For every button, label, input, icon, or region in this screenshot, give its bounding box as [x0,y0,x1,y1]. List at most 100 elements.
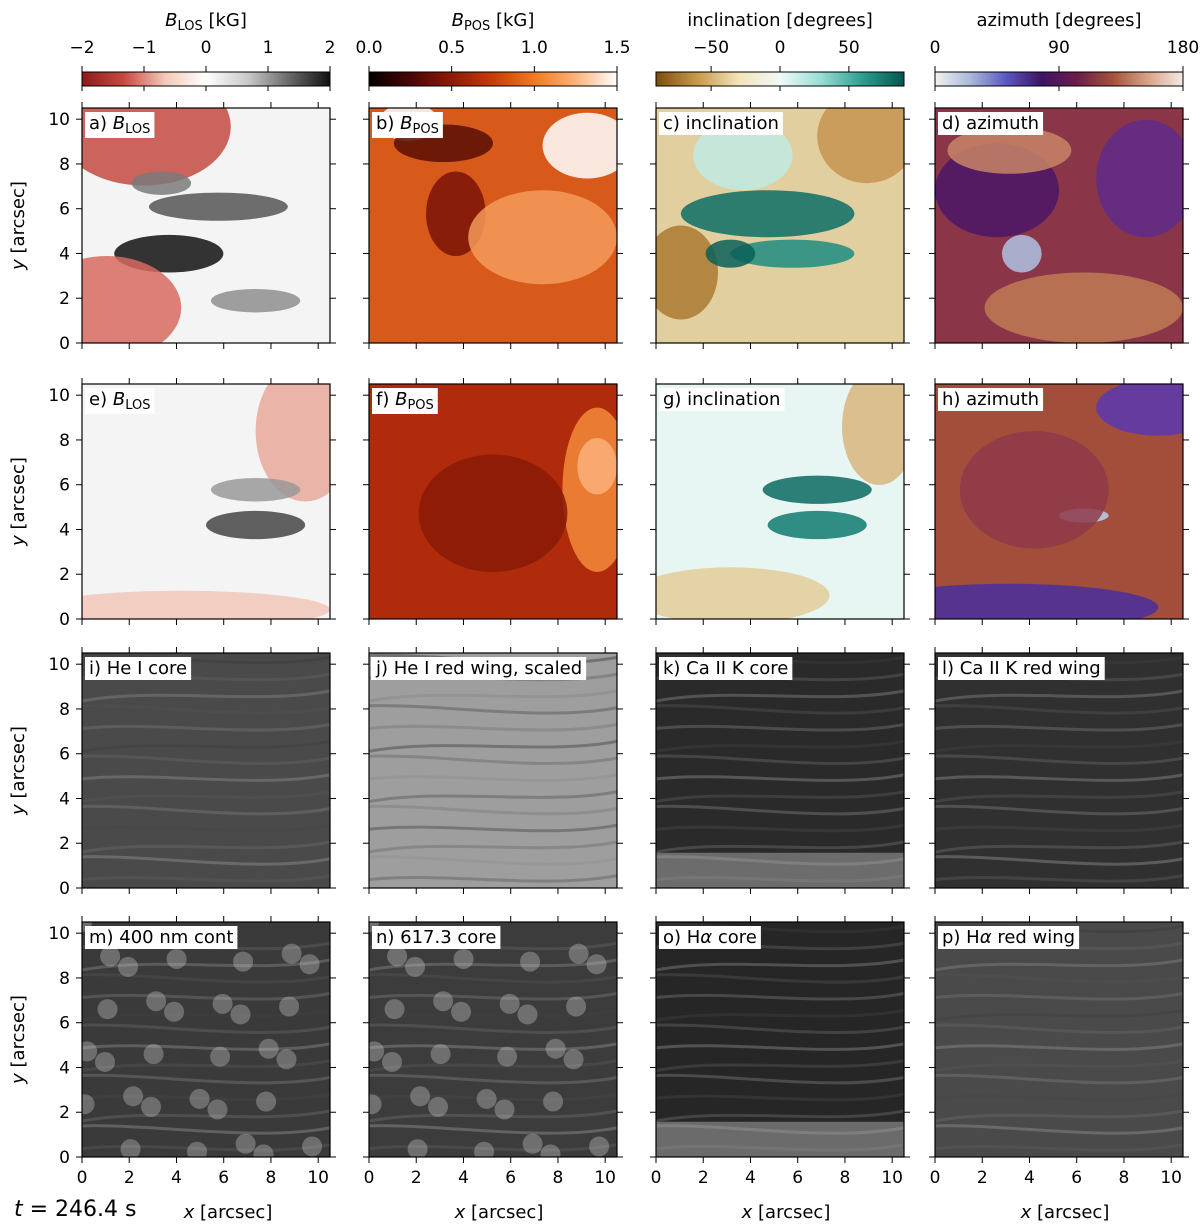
panel-label-i: i) He I core [89,658,187,679]
y-tick-label: 0 [59,334,70,354]
panel-label-l: l) Ca II K red wing [942,658,1101,679]
panel-label-box [372,926,501,949]
panel-image [935,922,1183,1157]
panel-frame [934,107,1184,344]
panel-label-box [938,926,1080,949]
y-tick-label: 4 [59,1058,70,1078]
panel-n: 0 2 4 6 8 10 n) 617.3 core [363,916,623,1188]
y-tick-label: 6 [59,745,70,765]
panel-label-j: j) He I red wing, scaled [375,658,582,679]
colorbar-tick-label: 0.5 [438,38,465,58]
x-tick-label: 4 [171,1168,182,1188]
colorbar-tick-label: 1.5 [603,38,630,58]
panel-frame [655,107,905,344]
panel-m: 0 2 4 6 8 10 0 2 4 6 8 10 m) 400 nm cont [48,916,336,1188]
panel-label-box [659,657,793,680]
y-tick-label: 8 [59,155,70,175]
y-tick-label: 4 [59,789,70,809]
panel-label-f: f) BPOS [376,389,434,413]
panel-image [656,108,904,343]
panel-image [82,653,330,888]
panel-label-box [372,112,443,138]
x-tick-label: 2 [698,1168,709,1188]
colorbar-label: BLOS [kG] [165,10,247,34]
time-label: t = 246.4 s [14,1197,137,1222]
colorbar-label: inclination [degrees] [687,10,872,31]
panel-e: 0 2 4 6 8 10 e) BLOS [48,378,336,630]
x-tick-label: 8 [1119,1168,1130,1188]
panel-frame [934,921,1184,1158]
panel-frame [655,921,905,1158]
panel-f: f) BPOS [363,378,623,625]
panel-label-p: p) Hα red wing [942,927,1075,948]
y-tick-label: 2 [59,289,70,309]
x-tick-label: 4 [458,1168,469,1188]
y-tick-label: 2 [59,834,70,854]
panel-j: j) He I red wing, scaled [363,647,623,894]
panel-label-box [371,657,587,680]
x-tick-label: 4 [1024,1168,1035,1188]
panel-image [656,384,904,619]
panel-frame [655,383,905,620]
colorbar-tick-label: 0 [775,38,786,58]
y-tick-label: 10 [48,110,70,130]
panel-label-o: o) Hα core [663,927,757,948]
panel-image [656,653,904,888]
panel-i: 0 2 4 6 8 10 i) He I core [48,647,336,899]
axis-labels: y [arcsec] y [arcsec] y [arcsec] y [arcsec]… [8,181,1109,1223]
colorbar-tick-label: 50 [838,38,860,58]
y-tick-label: 6 [59,1014,70,1034]
panel-frame [368,107,618,344]
colorbar-strip [368,71,618,87]
colorbar-label: azimuth [degrees] [976,10,1141,31]
x-tick-label: 6 [218,1168,229,1188]
colorbar-2: 0.0 0.5 1.0 1.5 BPOS [kG] [355,10,631,91]
panel-label-box [938,388,1044,411]
y-axis-label: y [arcsec] [8,726,29,816]
colorbar-3: −50 0 50 inclination [degrees] [655,10,905,91]
panel-frame [81,383,331,620]
colorbar-4: 0 90 180 azimuth [degrees] [930,10,1199,91]
y-tick-label: 0 [59,1148,70,1168]
panel-frame [368,652,618,889]
colorbar-tick-label: 90 [1048,38,1070,58]
x-tick-label: 6 [1071,1168,1082,1188]
panels: 0 2 4 6 8 10 a) BLOS b) BPOS c) inclination d) az… [48,102,1189,1188]
y-tick-label: 2 [59,565,70,585]
panel-label-box [372,388,438,414]
panel-label-box [85,388,155,414]
y-tick-label: 8 [59,700,70,720]
panel-label-e: e) BLOS [89,389,150,413]
x-axis-label: x [arcsec] [183,1202,273,1223]
panel-label-b: b) BPOS [376,113,439,137]
x-tick-label: 10 [881,1168,903,1188]
panel-label-c: c) inclination [663,113,779,134]
panel-g: g) inclination [650,378,910,625]
x-tick-label: 4 [745,1168,756,1188]
x-tick-label: 0 [651,1168,662,1188]
colorbar-tick-label: −1 [131,38,156,58]
colorbar-label: BPOS [kG] [452,10,535,34]
y-tick-label: 2 [59,1103,70,1123]
x-tick-label: 10 [594,1168,616,1188]
x-axis-label: x [arcsec] [741,1202,831,1223]
x-tick-label: 10 [307,1168,329,1188]
y-axis-label: y [arcsec] [8,181,29,271]
x-tick-label: 2 [124,1168,135,1188]
panel-image [82,108,330,343]
panel-l: l) Ca II K red wing [929,647,1189,894]
x-tick-label: 8 [266,1168,277,1188]
panel-c: c) inclination [650,102,910,349]
colorbar-1: −2 −1 0 1 2 BLOS [kG] [69,10,335,91]
panel-label-box [659,388,785,411]
panel-h: h) azimuth [929,378,1189,625]
colorbar-tick-label: 2 [325,38,336,58]
panel-frame [81,921,331,1158]
colorbar-tick-label: 180 [1167,38,1199,58]
y-tick-label: 6 [59,476,70,496]
panel-b: b) BPOS [363,102,623,349]
colorbar-tick-label: −2 [69,38,94,58]
y-tick-label: 0 [59,879,70,899]
y-tick-label: 4 [59,520,70,540]
